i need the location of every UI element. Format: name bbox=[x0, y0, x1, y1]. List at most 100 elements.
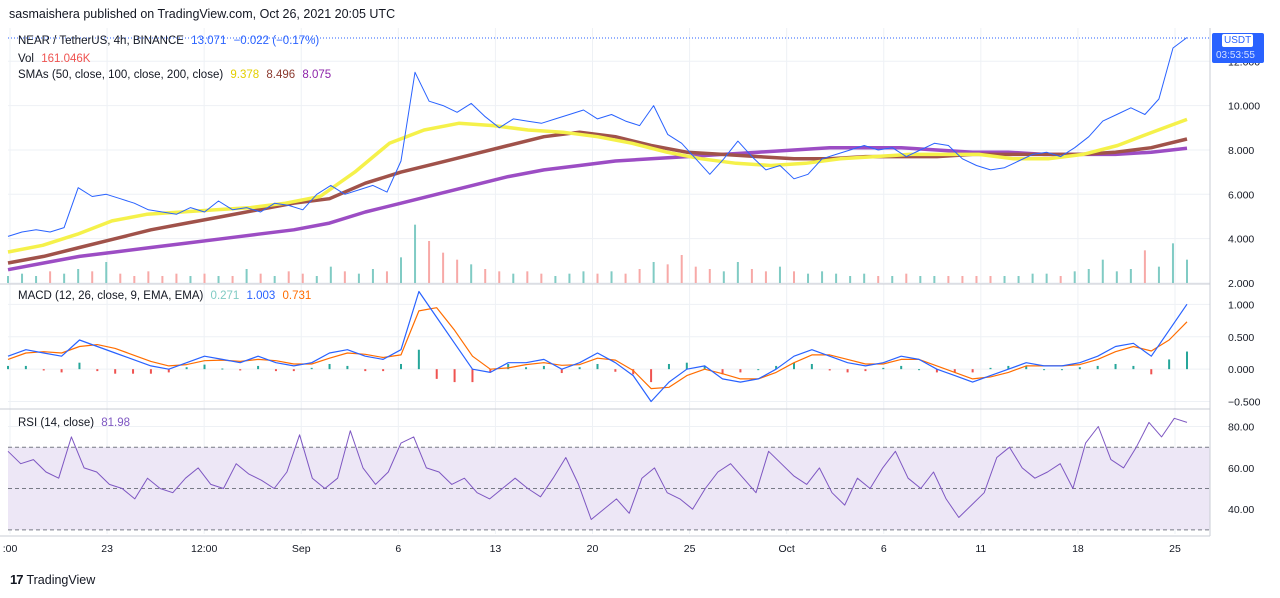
macd-hist-bar bbox=[78, 362, 81, 370]
volume-bar bbox=[203, 273, 206, 283]
macd-hist-bar bbox=[667, 363, 670, 370]
macd-hist-bar bbox=[185, 367, 188, 370]
volume-legend[interactable]: Vol 161.046K bbox=[18, 53, 94, 65]
macd-hist-bar bbox=[60, 369, 63, 373]
macd-hist-bar bbox=[364, 369, 367, 372]
sma200-line bbox=[7, 145, 1188, 272]
volume-bar bbox=[35, 276, 38, 283]
macd-hist-bar bbox=[221, 368, 224, 370]
macd-hist-bar bbox=[703, 365, 706, 370]
volume-bar bbox=[470, 264, 473, 283]
volume-bar bbox=[385, 271, 388, 283]
volume-bar bbox=[315, 276, 318, 283]
volume-bar bbox=[708, 269, 711, 283]
macd-hist-value: 0.271 bbox=[210, 290, 240, 302]
footer[interactable]: 17 TradingView bbox=[10, 572, 95, 587]
macd-legend[interactable]: MACD (12, 26, close, 9, EMA, EMA) 0.271 … bbox=[18, 290, 315, 302]
macd-hist-bar bbox=[274, 369, 277, 372]
macd-hist-bar bbox=[417, 349, 420, 370]
macd-hist-bar bbox=[793, 362, 795, 370]
volume-bar bbox=[722, 271, 725, 283]
rsi-legend[interactable]: RSI (14, close) 81.98 bbox=[18, 417, 134, 429]
symbol-legend[interactable]: NEAR / TetherUS, 4h, BINANCE 13.071 −0.0… bbox=[18, 35, 323, 47]
volume-bar bbox=[526, 271, 529, 283]
x-tick-label: Sep bbox=[292, 543, 311, 555]
macd-hist-bar bbox=[1096, 365, 1099, 370]
macd-hist-bar bbox=[1114, 363, 1117, 370]
x-tick-label: 6 bbox=[881, 543, 887, 555]
x-tick-label: 23 bbox=[101, 543, 113, 555]
volume-bar bbox=[1186, 259, 1188, 283]
macd-hist-bar bbox=[971, 369, 974, 373]
volume-bar bbox=[456, 259, 459, 283]
sma50-line bbox=[7, 117, 1188, 254]
y-tick-label: 6.000 bbox=[1228, 189, 1254, 201]
macd-hist-bar bbox=[739, 369, 742, 373]
volume-bar bbox=[582, 271, 585, 283]
sma50-value: 9.378 bbox=[230, 69, 260, 81]
macd-hist-bar bbox=[167, 369, 170, 373]
volume-bar bbox=[1115, 271, 1118, 283]
price-line bbox=[7, 37, 1188, 237]
volume-bar bbox=[638, 269, 641, 283]
macd-hist-bar bbox=[42, 369, 45, 371]
x-tick-label: :00 bbox=[3, 543, 18, 555]
volume-bar bbox=[1059, 276, 1062, 283]
volume-bar bbox=[119, 273, 122, 283]
macd-hist-bar bbox=[382, 369, 385, 372]
volume-bar bbox=[343, 271, 346, 283]
volume-bar bbox=[287, 271, 290, 283]
y-tick-label: −0.500 bbox=[1228, 397, 1261, 409]
vol-label: Vol bbox=[18, 53, 34, 65]
y-tick-label: 10.000 bbox=[1228, 101, 1260, 113]
sma200-value: 8.075 bbox=[302, 69, 332, 81]
volume-bar bbox=[863, 273, 866, 283]
volume-bar bbox=[778, 266, 781, 283]
volume-bar bbox=[1003, 276, 1006, 283]
volume-bar bbox=[91, 271, 94, 283]
volume-bar bbox=[877, 276, 880, 283]
rsi-series-line bbox=[7, 417, 1188, 520]
volume-bar bbox=[821, 271, 824, 283]
tradingview-logo-icon: 17 bbox=[10, 572, 24, 587]
volume-bar bbox=[694, 266, 697, 283]
footer-brand: TradingView bbox=[26, 572, 96, 587]
volume-bar bbox=[273, 276, 276, 283]
x-tick-label: 25 bbox=[684, 543, 696, 555]
macd-hist-bar bbox=[239, 369, 242, 371]
volume-bar bbox=[680, 255, 683, 283]
rsi-line bbox=[7, 417, 1188, 520]
volume-bar bbox=[793, 271, 795, 283]
macd-hist-bar bbox=[1132, 365, 1135, 370]
x-tick-label: 6 bbox=[395, 543, 401, 555]
macd-hist-bar bbox=[292, 369, 295, 372]
macd-hist-bar bbox=[1168, 359, 1171, 370]
macd-histogram bbox=[7, 349, 1188, 383]
macd-hist-bar bbox=[149, 369, 152, 374]
rsi-label: RSI (14, close) bbox=[18, 417, 95, 429]
x-tick-label: 13 bbox=[490, 543, 502, 555]
macd-hist-bar bbox=[435, 369, 438, 379]
volume-bar bbox=[989, 276, 992, 283]
x-tick-label: 12:00 bbox=[191, 543, 217, 555]
y-tick-label: 8.000 bbox=[1228, 145, 1254, 157]
volume-bar bbox=[217, 276, 220, 283]
volume-bar bbox=[77, 269, 80, 283]
vol-value: 161.046K bbox=[41, 53, 91, 65]
macd-hist-bar bbox=[918, 369, 921, 371]
volume-bar bbox=[1031, 273, 1034, 283]
volume-bar bbox=[357, 273, 360, 283]
sma-legend[interactable]: SMAs (50, close, 100, close, 200, close)… bbox=[18, 69, 335, 81]
volume-bar bbox=[498, 271, 501, 283]
volume-bar bbox=[484, 269, 487, 283]
macd-hist-bar bbox=[507, 363, 510, 370]
volume-bar bbox=[442, 252, 445, 283]
y-axis-ticks: 12.00010.0008.0006.0004.0002.0001.0000.5… bbox=[1228, 56, 1261, 516]
volume-bar bbox=[21, 273, 24, 283]
x-tick-label: Oct bbox=[778, 543, 794, 555]
macd-hist-bar bbox=[614, 369, 617, 372]
y-tick-label: 60.00 bbox=[1228, 463, 1254, 475]
macd-lines bbox=[7, 290, 1188, 403]
macd-hist-bar bbox=[953, 369, 956, 373]
